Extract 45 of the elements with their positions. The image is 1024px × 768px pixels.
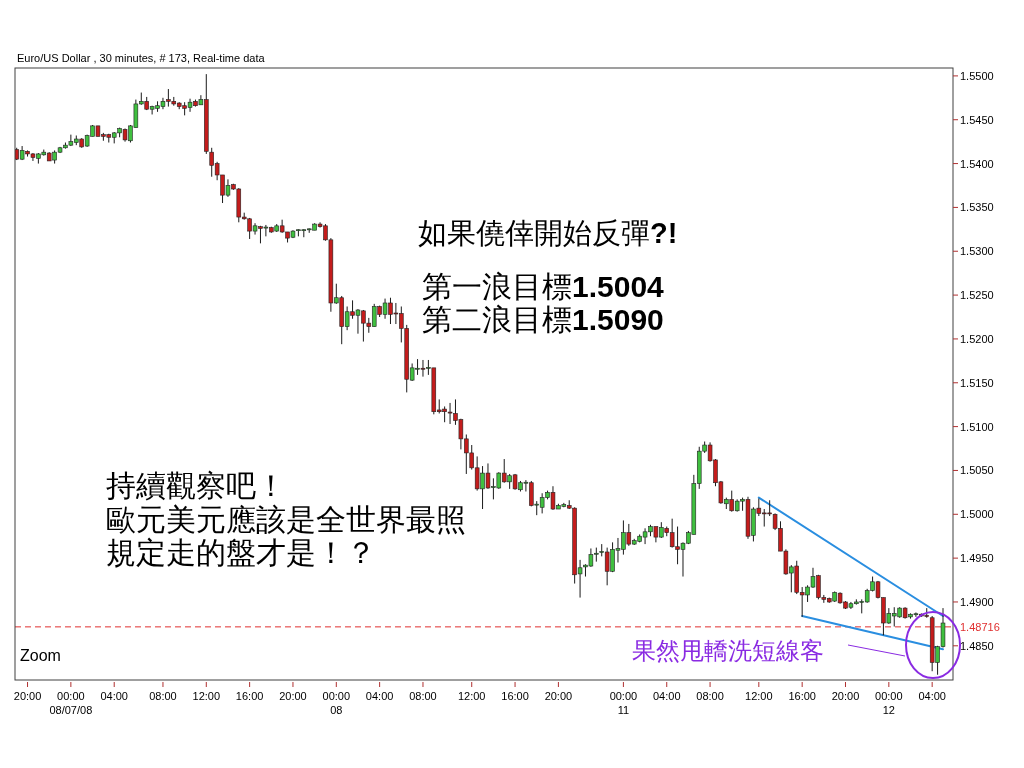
annotation: 果然甩轎洗短線客 [632, 638, 824, 664]
x-tick-label: 08:00 [696, 690, 724, 702]
x-tick-label: 00:00 11 [609, 690, 638, 716]
x-tick-label: 20:00 [831, 690, 860, 702]
x-tick-label: 16:00 [501, 690, 529, 702]
ref-line-label: 1.48716 [960, 620, 1000, 633]
y-tick-label: 1.5000 [960, 508, 994, 521]
x-tick-label: 08:00 [149, 690, 177, 702]
annotation: 第一浪目標1.5004 [422, 270, 665, 303]
y-tick-label: 1.5250 [960, 289, 994, 302]
y-tick-label: 1.4900 [960, 595, 994, 608]
x-tick-label: 16:00 [788, 690, 816, 702]
x-tick-label: 04:00 [918, 690, 946, 702]
x-tick-label: 04:00 [652, 690, 681, 702]
y-tick-label: 1.5150 [960, 376, 994, 389]
annotation: 歐元美元應該是全世界最照 [106, 503, 466, 536]
annotation: 規定走的盤才是！？ [106, 536, 376, 569]
y-tick-label: 1.5100 [960, 420, 994, 433]
chart-title: Euro/US Dollar , 30 minutes, # 173, Real-time data [17, 52, 266, 64]
y-tick-label: 1.5050 [960, 464, 994, 477]
x-tick-label: 00:00 08/07/08 [49, 690, 93, 716]
x-tick-label: 00:00 12 [875, 690, 903, 716]
annotation: 第二浪目標1.5090 [422, 303, 664, 336]
x-tick-label: 20:00 [544, 690, 573, 702]
y-tick-label: 1.4850 [960, 639, 994, 652]
x-tick-label: 20:00 [279, 690, 307, 702]
y-tick-label: 1.5450 [960, 113, 994, 126]
x-tick-label: 20:00 [13, 690, 42, 702]
x-tick-label: 12:00 [457, 690, 486, 702]
x-tick-label: 12:00 [192, 690, 221, 702]
x-tick-label: 04:00 [100, 690, 128, 702]
annotation: Zoom [20, 647, 61, 664]
annotation: 如果僥倖開始反彈?! [418, 217, 678, 249]
x-tick-label: 04:00 [365, 690, 394, 702]
x-tick-label: 08:00 [409, 690, 437, 702]
annotation: 持續觀察吧！ [106, 469, 286, 502]
x-tick-label: 16:00 [235, 690, 264, 702]
y-tick-label: 1.5400 [960, 157, 994, 170]
y-tick-label: 1.4950 [960, 552, 994, 565]
y-tick-label: 1.5300 [960, 245, 994, 258]
x-tick-label: 12:00 [745, 690, 773, 702]
y-tick-label: 1.5500 [960, 69, 994, 82]
y-tick-label: 1.5200 [960, 332, 994, 345]
x-tick-label: 00:00 08 [322, 690, 351, 716]
y-tick-label: 1.5350 [960, 201, 994, 214]
